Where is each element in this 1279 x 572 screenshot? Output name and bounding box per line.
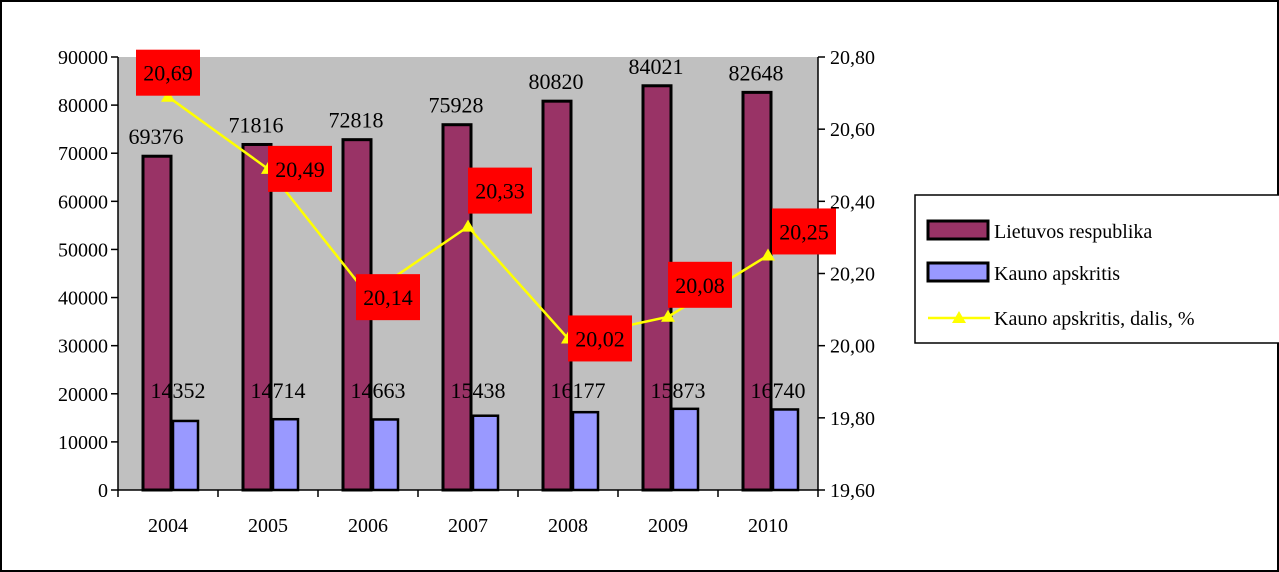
left-tick-label: 80000	[58, 95, 108, 117]
right-tick-label: 19,80	[830, 408, 875, 430]
bar-kauno-2009	[671, 407, 700, 492]
left-tick-label: 90000	[58, 47, 108, 69]
x-tick-label: 2004	[148, 515, 188, 537]
label-kauno-2009: 15873	[651, 378, 706, 403]
x-tick-label: 2005	[248, 515, 288, 537]
percent-label-2005: 20,49	[275, 157, 325, 182]
legend: Lietuvos respublika Kauno apskritis Kaun…	[914, 194, 1279, 344]
left-tick-label: 20000	[58, 384, 108, 406]
bar-kauno-2007	[471, 414, 500, 492]
line-marker-2007	[461, 219, 475, 232]
left-tick-label: 0	[98, 480, 108, 502]
percent-label-2004: 20,69	[143, 61, 193, 86]
x-tick-label: 2006	[348, 515, 388, 537]
legend-swatch-lietuvos	[926, 219, 990, 241]
bar-lietuvos-2010	[741, 90, 773, 492]
right-tick-label: 20,60	[830, 119, 875, 141]
percent-label-2008: 20,02	[575, 326, 625, 351]
label-lietuvos-2009: 84021	[629, 54, 684, 79]
label-lietuvos-2004: 69376	[129, 124, 184, 149]
percent-label-2010: 20,25	[779, 219, 829, 244]
percent-label-2006: 20,14	[363, 285, 413, 310]
bar-kauno-2005	[271, 417, 300, 492]
bar-kauno-2010	[771, 408, 800, 492]
right-tick-label: 19,60	[830, 480, 875, 502]
percent-label-2009: 20,08	[675, 273, 725, 298]
bar-kauno-2006	[371, 418, 400, 492]
left-tick-label: 30000	[58, 336, 108, 358]
legend-swatch-kauno	[926, 261, 990, 283]
left-tick-label: 60000	[58, 191, 108, 213]
label-kauno-2006: 14663	[351, 378, 406, 403]
axes-layer: 0 10000 20000 30000 40000 50000 60000 70000 8000…	[58, 47, 875, 537]
bars-layer	[141, 84, 800, 492]
label-lietuvos-2007: 75928	[429, 93, 484, 118]
percent-label-box-2005	[268, 145, 332, 192]
percent-label-box-2010	[772, 208, 836, 255]
percent-label-box-2004	[136, 49, 200, 96]
percent-label-box-2006	[356, 274, 420, 321]
bar-lietuvos-2004	[141, 154, 173, 492]
left-tick-label: 50000	[58, 239, 108, 261]
label-kauno-2007: 15438	[451, 378, 506, 403]
label-lietuvos-2005: 71816	[229, 112, 284, 137]
percent-label-2007: 20,33	[475, 179, 525, 204]
bar-lietuvos-2007	[441, 123, 473, 492]
x-tick-label: 2007	[448, 515, 488, 537]
bar-lietuvos-2005	[241, 142, 273, 492]
label-kauno-2008: 16177	[551, 378, 606, 403]
x-tick-label: 2008	[548, 515, 588, 537]
percent-label-box-2009	[668, 261, 732, 308]
line-marker-2010	[761, 248, 775, 261]
legend-label-percent: Kauno apskritis, dalis, %	[994, 308, 1195, 330]
right-tick-label: 20,20	[830, 264, 875, 286]
bar-kauno-2004	[171, 419, 200, 492]
percent-label-box-2008	[568, 315, 632, 362]
bar-lietuvos-2009	[641, 84, 673, 492]
right-tick-label: 20,80	[830, 47, 875, 69]
label-kauno-2010: 16740	[751, 378, 806, 403]
left-tick-label: 70000	[58, 143, 108, 165]
left-tick-label: 10000	[58, 432, 108, 454]
label-lietuvos-2010: 82648	[729, 60, 784, 85]
label-lietuvos-2006: 72818	[329, 108, 384, 133]
label-kauno-2005: 14714	[251, 378, 306, 403]
left-tick-label: 40000	[58, 288, 108, 310]
right-tick-label: 20,40	[830, 191, 875, 213]
bar-kauno-2008	[571, 410, 600, 492]
x-tick-label: 2010	[748, 515, 788, 537]
label-lietuvos-2008: 80820	[529, 69, 584, 94]
percent-label-box-2007	[468, 167, 532, 214]
labels-layer: 69376 71816 72818 75928 80820 84021 82648 14352…	[129, 49, 836, 403]
legend-label-lietuvos: Lietuvos respublika	[994, 221, 1152, 243]
right-tick-label: 20,00	[830, 336, 875, 358]
bar-lietuvos-2008	[541, 99, 573, 492]
label-kauno-2004: 14352	[151, 378, 206, 403]
legend-marker-triangle	[952, 311, 966, 323]
legend-label-kauno: Kauno apskritis	[994, 263, 1120, 285]
line-marker-2009	[661, 309, 675, 322]
x-tick-label: 2009	[648, 515, 688, 537]
